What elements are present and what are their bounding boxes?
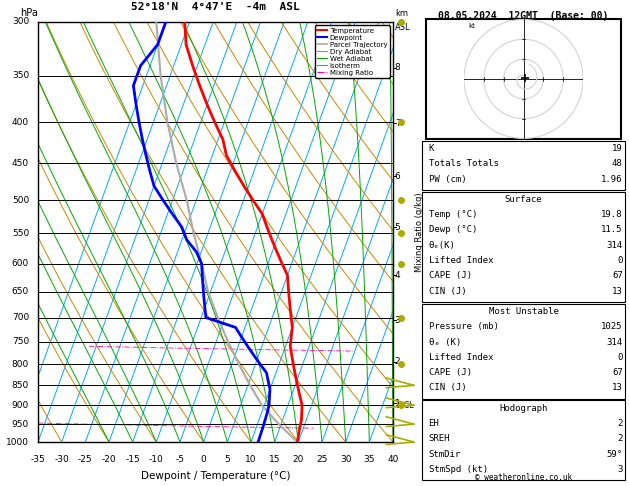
Text: 13: 13 (612, 287, 623, 296)
Text: 850: 850 (12, 381, 29, 390)
Text: 2: 2 (617, 434, 623, 443)
Text: 1000: 1000 (6, 437, 29, 447)
Text: CIN (J): CIN (J) (428, 287, 466, 296)
Text: 08.05.2024  12GMT  (Base: 00): 08.05.2024 12GMT (Base: 00) (438, 11, 609, 21)
Text: θₑ(K): θₑ(K) (428, 241, 455, 250)
Text: 0: 0 (617, 353, 623, 362)
Text: © weatheronline.co.uk: © weatheronline.co.uk (475, 473, 572, 482)
Text: 5: 5 (395, 223, 401, 231)
Text: ASL: ASL (395, 23, 410, 33)
Text: 67: 67 (612, 271, 623, 280)
Text: 0: 0 (617, 256, 623, 265)
Text: 2: 2 (617, 419, 623, 428)
Bar (422, 192, 625, 302)
Text: 1.96: 1.96 (601, 174, 623, 184)
Text: 30: 30 (340, 454, 352, 464)
Text: 350: 350 (12, 71, 29, 80)
Text: 19.8: 19.8 (601, 210, 623, 219)
Text: 8: 8 (395, 63, 401, 72)
Text: 52°18'N  4°47'E  -4m  ASL: 52°18'N 4°47'E -4m ASL (131, 1, 300, 12)
Text: 450: 450 (12, 159, 29, 168)
Text: Temp (°C): Temp (°C) (428, 210, 477, 219)
Text: 700: 700 (12, 313, 29, 322)
Bar (422, 400, 625, 480)
Text: 35: 35 (364, 454, 375, 464)
Text: CAPE (J): CAPE (J) (428, 368, 472, 377)
Text: -15: -15 (125, 454, 140, 464)
Text: Totals Totals: Totals Totals (428, 159, 498, 169)
Text: -10: -10 (149, 454, 164, 464)
Text: km: km (395, 9, 408, 18)
Text: -30: -30 (54, 454, 69, 464)
Text: Lifted Index: Lifted Index (428, 353, 493, 362)
Text: 1025: 1025 (601, 322, 623, 331)
Text: -25: -25 (78, 454, 92, 464)
Text: θₑ (K): θₑ (K) (428, 337, 461, 347)
Text: 1LCL: 1LCL (395, 401, 413, 410)
Text: Mixing Ratio (g/kg): Mixing Ratio (g/kg) (415, 192, 424, 272)
Legend: Temperature, Dewpoint, Parcel Trajectory, Dry Adiabat, Wet Adiabat, Isotherm, Mi: Temperature, Dewpoint, Parcel Trajectory… (314, 25, 389, 78)
Text: 59°: 59° (606, 450, 623, 459)
Text: EH: EH (428, 419, 439, 428)
Text: 11.5: 11.5 (601, 226, 623, 235)
Text: Hodograph: Hodograph (499, 403, 548, 413)
Text: 314: 314 (606, 337, 623, 347)
Text: Pressure (mb): Pressure (mb) (428, 322, 498, 331)
Text: PW (cm): PW (cm) (428, 174, 466, 184)
Text: SREH: SREH (428, 434, 450, 443)
Text: StmSpd (kt): StmSpd (kt) (428, 465, 487, 474)
Bar (422, 304, 625, 399)
Text: StmDir: StmDir (428, 450, 461, 459)
Text: 13: 13 (612, 383, 623, 393)
Text: Surface: Surface (504, 195, 542, 204)
Text: hPa: hPa (20, 8, 38, 18)
Text: 48: 48 (612, 159, 623, 169)
Text: Lifted Index: Lifted Index (428, 256, 493, 265)
Text: 10: 10 (245, 454, 257, 464)
Text: 750: 750 (12, 337, 29, 346)
Text: 650: 650 (12, 287, 29, 296)
Bar (426, 19, 621, 139)
Text: -20: -20 (102, 454, 116, 464)
Text: 5: 5 (225, 454, 230, 464)
Text: 950: 950 (12, 419, 29, 429)
Text: 4: 4 (395, 271, 401, 280)
Text: 3: 3 (395, 315, 401, 325)
Text: 25: 25 (316, 454, 328, 464)
Text: 550: 550 (12, 229, 29, 238)
Text: -35: -35 (31, 454, 45, 464)
Text: 67: 67 (612, 368, 623, 377)
Text: 20: 20 (292, 454, 304, 464)
Text: CIN (J): CIN (J) (428, 383, 466, 393)
Text: 2: 2 (395, 358, 401, 366)
Text: 400: 400 (12, 118, 29, 127)
Text: -5: -5 (175, 454, 184, 464)
Text: 7: 7 (395, 119, 401, 128)
Text: 0: 0 (201, 454, 206, 464)
Text: 1: 1 (395, 399, 401, 408)
Text: Dewpoint / Temperature (°C): Dewpoint / Temperature (°C) (141, 471, 290, 482)
Text: Dewp (°C): Dewp (°C) (428, 226, 477, 235)
Text: 6: 6 (395, 172, 401, 181)
Text: 40: 40 (387, 454, 399, 464)
Text: K: K (428, 144, 434, 153)
Text: Most Unstable: Most Unstable (489, 307, 559, 316)
Bar (422, 141, 625, 190)
Text: 19: 19 (612, 144, 623, 153)
Text: 15: 15 (269, 454, 281, 464)
Text: 300: 300 (12, 17, 29, 27)
Text: 3: 3 (617, 465, 623, 474)
Text: 600: 600 (12, 260, 29, 268)
Text: 900: 900 (12, 401, 29, 410)
Text: 800: 800 (12, 360, 29, 369)
Text: CAPE (J): CAPE (J) (428, 271, 472, 280)
Text: 314: 314 (606, 241, 623, 250)
Text: 500: 500 (12, 196, 29, 205)
